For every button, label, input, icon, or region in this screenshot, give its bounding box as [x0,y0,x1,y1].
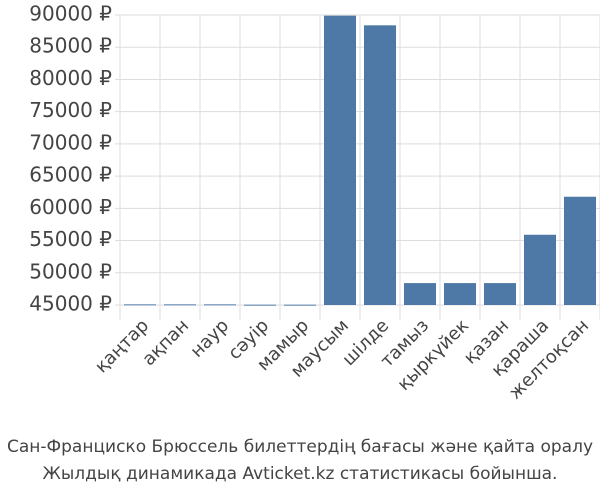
y-tick-label: 75000 ₽ [29,98,112,122]
bar [284,304,316,306]
y-tick-label: 65000 ₽ [29,163,112,187]
bar [164,304,196,306]
chart-subtitle: Жылдық динамикада Avticket.kz статистика… [43,464,558,484]
bar [564,196,596,305]
x-tick-label: наур [186,315,233,362]
bar [124,304,156,306]
y-tick-label: 70000 ₽ [29,130,112,154]
y-tick-label: 50000 ₽ [29,259,112,283]
bar [444,283,476,305]
bar [324,15,356,306]
y-tick-label: 80000 ₽ [29,66,112,90]
bar [364,25,396,306]
chart-title: Сан-Франциско Брюссель билеттердің бағас… [7,437,593,457]
bar [244,304,276,306]
bar [404,283,436,305]
y-tick-label: 45000 ₽ [29,292,112,316]
y-tick-label: 60000 ₽ [29,195,112,219]
bar [484,283,516,305]
y-tick-label: 55000 ₽ [29,227,112,251]
y-tick-label: 90000 ₽ [29,2,112,26]
bar [204,304,236,306]
x-tick-label: қаңтар [91,315,153,377]
bar [524,234,556,305]
y-tick-label: 85000 ₽ [29,34,112,58]
x-tick-label: ақпан [138,315,193,370]
